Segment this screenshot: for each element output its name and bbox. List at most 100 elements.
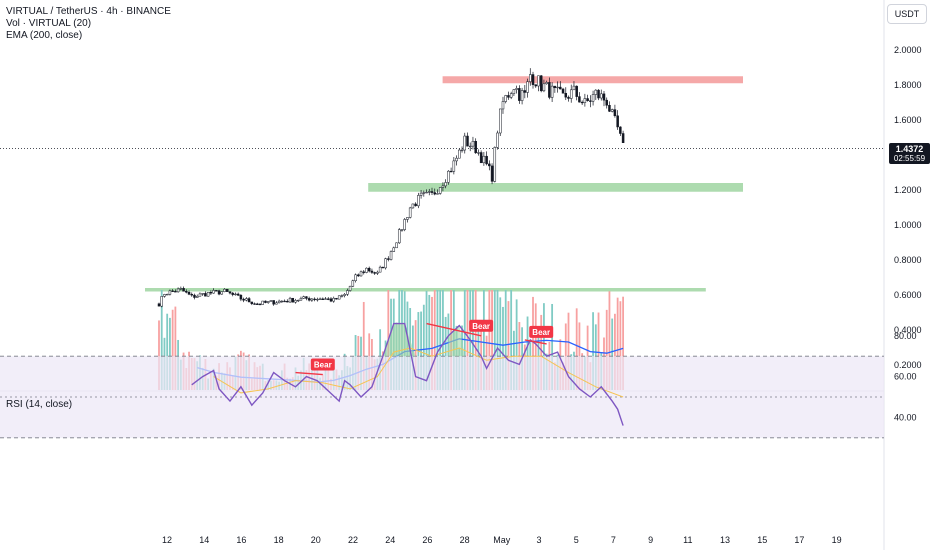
candle [261, 300, 264, 305]
candle [286, 300, 289, 303]
candle [256, 303, 259, 305]
candle [578, 96, 581, 103]
candle [539, 75, 543, 92]
volume-bar [532, 296, 534, 390]
volume-bar [491, 290, 493, 390]
candle [569, 89, 573, 99]
candle [583, 98, 587, 103]
candle [384, 258, 387, 269]
candle [400, 229, 404, 231]
candle [575, 85, 578, 97]
volume-bar [444, 316, 447, 390]
candle [332, 297, 335, 302]
bear-divergence-line [426, 322, 482, 337]
volume-bar [605, 309, 608, 390]
candle [275, 302, 278, 305]
candle [321, 298, 325, 300]
volume-bar [504, 290, 507, 390]
candle [247, 298, 251, 303]
candle [228, 291, 232, 294]
bar-countdown: 02:55:59 [893, 154, 926, 163]
candle [351, 280, 355, 287]
volume-bar [575, 308, 578, 390]
candle [310, 298, 314, 301]
candle [455, 157, 458, 162]
candle [174, 291, 177, 293]
candle [395, 242, 398, 249]
date-tick-label: 16 [236, 535, 246, 545]
candle [217, 290, 221, 295]
date-tick-label: 12 [162, 535, 172, 545]
bear-divergence-line [295, 371, 323, 376]
candle [176, 288, 180, 293]
candle [523, 90, 527, 93]
volume-bar [502, 306, 504, 390]
volume-bar [526, 316, 529, 390]
price-tick-label: 1.6000 [894, 115, 922, 125]
candle [253, 303, 256, 305]
candle [485, 155, 488, 165]
candle [438, 187, 442, 194]
candle [466, 135, 469, 147]
candle [564, 92, 568, 98]
candle [572, 85, 576, 91]
candle [365, 267, 368, 273]
volume-bar [422, 304, 425, 390]
candle [381, 266, 385, 269]
volume-bar [608, 291, 611, 390]
candle [179, 288, 183, 290]
candle [397, 229, 401, 244]
candle [597, 89, 600, 99]
candle [414, 203, 417, 207]
price-tick-label: 0.8000 [894, 255, 922, 265]
candle [316, 298, 319, 301]
date-tick-label: 28 [460, 535, 470, 545]
candle [313, 298, 316, 301]
volume-bar [171, 309, 174, 390]
candle [591, 94, 595, 102]
volume-bar [442, 290, 444, 390]
candle [206, 292, 210, 297]
candle [471, 140, 475, 147]
rsi-panel: 80.00 60.00 40.00 Bear Bear Bear [0, 319, 917, 439]
candle [190, 294, 194, 296]
currency-button[interactable]: USDT [887, 4, 927, 24]
rsi-overbought-fill [382, 323, 416, 357]
candle [329, 298, 333, 302]
candle [613, 109, 617, 117]
candle [474, 140, 477, 154]
volume-bar [499, 297, 502, 390]
breakout-zone [145, 288, 706, 292]
candle [296, 299, 300, 302]
candle [526, 81, 529, 93]
price-tick-label: 1.2000 [894, 185, 922, 195]
candle [509, 93, 513, 98]
date-tick-label: 15 [757, 535, 767, 545]
candle [193, 294, 196, 298]
last-price-tag: 1.4372 02:55:59 [889, 143, 930, 164]
date-tick-label: 3 [536, 535, 541, 545]
candle [187, 292, 191, 295]
candle [245, 298, 248, 301]
volume-bar [428, 294, 431, 390]
candle [182, 288, 185, 292]
candle [160, 296, 163, 307]
candle [561, 88, 565, 94]
volume-bar [551, 303, 554, 390]
volume-bar [493, 290, 496, 390]
rsi-legend: RSI (14, close) [6, 399, 73, 410]
candle [507, 95, 510, 98]
candle [376, 271, 379, 274]
candle [226, 288, 229, 292]
ema-legend: EMA (200, close) [6, 30, 83, 41]
candle [258, 303, 262, 306]
date-tick-label: 7 [611, 535, 616, 545]
volume-bar [619, 301, 622, 390]
volume-bar [425, 290, 428, 390]
resistance-zone [442, 76, 743, 84]
candle [239, 294, 243, 300]
volume-bar [169, 317, 171, 390]
symbol-legend: VIRTUAL / TetherUS · 4h · BINANCE [6, 6, 171, 17]
candle [417, 195, 420, 207]
